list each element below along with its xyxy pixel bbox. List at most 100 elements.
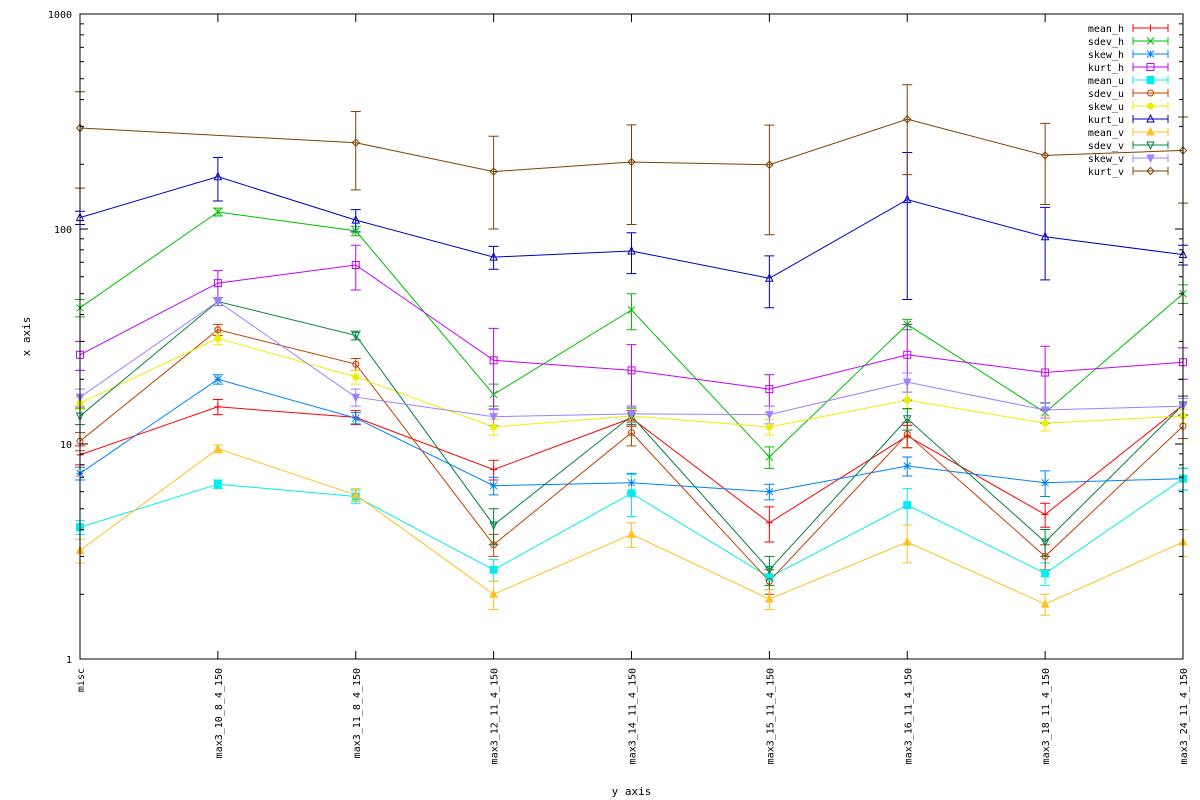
x-axis: misc max3_10_8_4_150 max3_11_8_4_150 max3_1… [76, 14, 1190, 764]
error-bar-sdev_v [902, 408, 913, 431]
point-kurt_v [903, 115, 912, 124]
point-skew_v [213, 298, 223, 307]
legend-label-sdev_u: sdev_u [1088, 89, 1124, 100]
error-bar-sdev_h [626, 293, 637, 331]
point-sdev_v [351, 331, 361, 341]
legend-marker-sdev_u [1147, 89, 1154, 97]
point-mean_h [490, 466, 498, 474]
legend-errbar-sdev_u [1132, 89, 1169, 97]
point-skew_v [1040, 406, 1050, 416]
legend-marker-kurt_h [1146, 63, 1155, 71]
error-bar-kurt_v [626, 124, 637, 225]
y-tick-label: 100 [54, 225, 72, 236]
error-bar-kurt_u [764, 255, 775, 309]
error-bar-kurt_u [488, 245, 499, 270]
point-skew_h [351, 414, 360, 422]
error-bar-kurt_h [488, 327, 499, 410]
point-sdev_h [214, 208, 222, 216]
point-mean_u [489, 565, 498, 574]
point-sdev_v [1040, 538, 1050, 548]
point-sdev_h [489, 390, 498, 399]
y-axis-title: x axis [20, 317, 33, 357]
point-skew_h [489, 481, 498, 490]
legend-label-kurt_v: kurt_v [1088, 167, 1124, 178]
error-bar-kurt_v [350, 110, 361, 191]
point-kurt_u [213, 171, 223, 181]
point-mean_v [902, 536, 912, 546]
point-skew_h [903, 462, 912, 470]
legend-label-skew_u: skew_u [1088, 102, 1124, 113]
legend-marker-skew_u [1147, 102, 1154, 110]
point-sdev_v [765, 566, 774, 575]
y-tick-label: 1 [66, 655, 72, 666]
point-mean_v [489, 589, 498, 598]
point-kurt_v [489, 167, 498, 176]
error-bar-kurt_h [626, 344, 637, 407]
legend-label-sdev_h: sdev_h [1088, 37, 1124, 48]
x-tick-label: max3_24_11_4_150 [1179, 668, 1190, 764]
point-sdev_h [627, 306, 636, 314]
legend-label-sdev_v: sdev_v [1088, 141, 1124, 152]
legend-label-mean_v: mean_v [1088, 128, 1124, 139]
legend-marker-sdev_h [1146, 37, 1155, 45]
point-kurt_u [351, 214, 361, 224]
point-skew_v [627, 410, 636, 420]
point-mean_v [1040, 598, 1050, 608]
error-bar-kurt_u [350, 209, 361, 233]
point-mean_u [213, 480, 222, 489]
point-kurt_v [627, 157, 636, 167]
point-skew_h [1041, 478, 1049, 487]
point-kurt_u [765, 273, 774, 282]
point-skew_v [765, 411, 774, 420]
legend-errbar-skew_h [1132, 50, 1169, 58]
legend-label-skew_h: skew_h [1088, 50, 1124, 61]
point-kurt_h [1041, 368, 1050, 377]
point-sdev_u [214, 326, 222, 334]
legend-label-kurt_u: kurt_u [1088, 115, 1124, 126]
error-bar-kurt_h [350, 244, 361, 291]
point-sdev_h [351, 227, 360, 235]
point-sdev_u [628, 429, 635, 437]
x-tick-label: max3_11_8_4_150 [352, 668, 363, 758]
legend: mean_h sdev_h skew_h kurt_h mean_u sdev_uskew… [1088, 24, 1169, 178]
point-sdev_h [765, 453, 774, 461]
legend-marker-kurt_u [1146, 113, 1155, 123]
point-mean_h [1041, 510, 1049, 518]
x-tick-label: max3_15_11_4_150 [765, 668, 776, 764]
point-kurt_u [902, 194, 912, 204]
point-mean_v [627, 529, 636, 538]
point-sdev_u [352, 360, 360, 368]
point-mean_v [765, 593, 774, 603]
point-kurt_v [765, 160, 774, 169]
legend-errbar-kurt_v [1132, 167, 1169, 175]
point-kurt_h [351, 261, 360, 270]
point-mean_u [903, 501, 912, 510]
legend-label-mean_h: mean_h [1088, 24, 1124, 35]
legend-errbar-mean_h [1132, 24, 1169, 32]
point-kurt_u [1040, 231, 1050, 241]
legend-errbar-mean_u [1132, 76, 1169, 84]
x-tick-label: max3_10_8_4_150 [214, 668, 225, 758]
legend-marker-mean_h [1147, 24, 1154, 32]
point-mean_u [1041, 569, 1050, 578]
point-kurt_v [1040, 151, 1050, 160]
error-bar-kurt_u [1040, 206, 1051, 281]
error-bar-kurt_v [488, 135, 499, 230]
legend-errbar-skew_v [1132, 154, 1169, 162]
point-skew_u [903, 396, 911, 404]
point-skew_v [902, 378, 912, 388]
point-sdev_h [903, 320, 912, 329]
point-sdev_u [1041, 552, 1049, 560]
y-tick-label: 10 [60, 440, 72, 451]
point-kurt_v [351, 138, 360, 147]
series-line-kurt_v [79, 118, 1184, 173]
point-skew_v [351, 393, 361, 403]
point-kurt_h [903, 350, 912, 359]
point-skew_h [214, 375, 222, 384]
legend-errbar-sdev_v [1132, 141, 1169, 149]
error-bar-kurt_h [1040, 345, 1051, 410]
legend-errbar-mean_v [1132, 128, 1169, 136]
legend-marker-sdev_v [1146, 141, 1155, 151]
legend-marker-skew_v [1146, 154, 1155, 164]
